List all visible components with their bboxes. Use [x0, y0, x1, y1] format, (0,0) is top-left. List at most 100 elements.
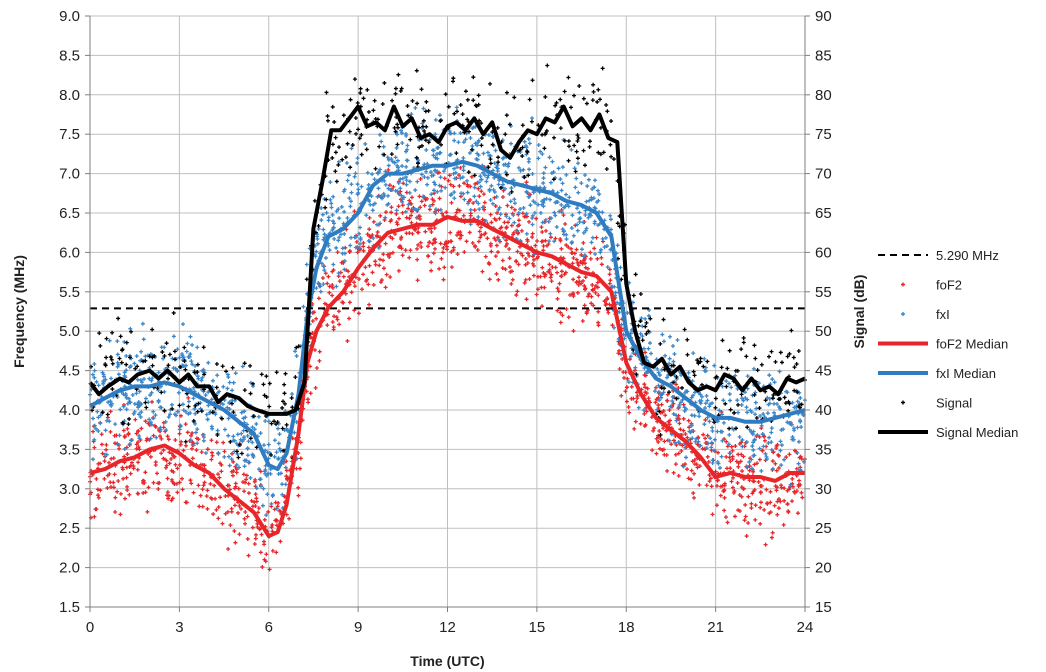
scatter-point — [100, 451, 105, 456]
scatter-point — [353, 171, 358, 176]
scatter-point — [680, 443, 685, 448]
scatter-point — [464, 239, 469, 244]
scatter-point — [786, 399, 791, 404]
scatter-point — [111, 485, 116, 490]
scatter-point — [396, 204, 401, 209]
scatter-point — [421, 194, 426, 199]
scatter-point — [347, 316, 352, 321]
scatter-point — [367, 227, 372, 232]
scatter-point — [115, 352, 120, 357]
scatter-point — [92, 375, 97, 380]
scatter-point — [660, 392, 665, 397]
scatter-point — [98, 413, 103, 418]
scatter-point — [192, 406, 197, 411]
scatter-point — [456, 140, 461, 145]
scatter-point — [593, 283, 598, 288]
scatter-point — [588, 213, 593, 218]
scatter-point — [383, 215, 388, 220]
scatter-point — [792, 388, 797, 393]
scatter-point — [686, 476, 691, 481]
scatter-point — [429, 192, 434, 197]
scatter-point — [531, 190, 536, 195]
scatter-point — [183, 422, 188, 427]
scatter-point — [459, 233, 464, 238]
scatter-point — [547, 262, 552, 267]
scatter-point — [93, 507, 98, 512]
scatter-point — [456, 230, 461, 235]
scatter-point — [217, 475, 222, 480]
scatter-point — [634, 399, 639, 404]
scatter-point — [183, 409, 188, 414]
legend-label: foF2 Median — [936, 337, 1008, 352]
scatter-point — [448, 131, 453, 136]
scatter-point — [399, 131, 404, 136]
scatter-point — [111, 480, 116, 485]
scatter-point — [421, 118, 426, 123]
scatter-point — [541, 248, 546, 253]
scatter-point — [461, 168, 466, 173]
scatter-point — [418, 216, 423, 221]
legend-label: fxI Median — [936, 366, 996, 381]
scatter-point — [745, 397, 750, 402]
scatter-point — [208, 481, 213, 486]
scatter-point — [770, 466, 775, 471]
scatter-point — [430, 202, 435, 207]
scatter-point — [320, 212, 325, 217]
scatter-point — [341, 189, 346, 194]
scatter-point — [419, 245, 424, 250]
scatter-point — [336, 207, 341, 212]
scatter-point — [254, 486, 259, 491]
scatter-point — [400, 203, 405, 208]
scatter-point — [535, 238, 540, 243]
scatter-point — [381, 144, 386, 149]
scatter-point — [404, 231, 409, 236]
scatter-point — [783, 401, 788, 406]
scatter-point — [769, 430, 774, 435]
scatter-point — [609, 119, 614, 124]
scatter-point — [581, 230, 586, 235]
scatter-point — [177, 403, 182, 408]
scatter-point — [767, 354, 772, 359]
scatter-point — [378, 221, 383, 226]
scatter-point — [656, 389, 661, 394]
scatter-point — [540, 220, 545, 225]
scatter-point — [124, 362, 129, 367]
scatter-point — [448, 230, 453, 235]
scatter-point — [552, 210, 557, 215]
scatter-point — [522, 280, 527, 285]
scatter-point — [707, 419, 712, 424]
scatter-point — [759, 468, 764, 473]
scatter-point — [674, 382, 679, 387]
scatter-point — [323, 271, 328, 276]
scatter-point — [477, 207, 482, 212]
scatter-point — [468, 213, 473, 218]
scatter-point — [288, 413, 293, 418]
scatter-point — [452, 166, 457, 171]
scatter-point — [709, 440, 714, 445]
scatter-point — [758, 505, 763, 510]
scatter-point — [500, 194, 505, 199]
scatter-point — [284, 474, 289, 479]
scatter-point — [697, 414, 702, 419]
scatter-point — [358, 86, 363, 91]
scatter-point — [284, 468, 289, 473]
scatter-point — [108, 399, 113, 404]
scatter-point — [373, 166, 378, 171]
scatter-point — [280, 405, 285, 410]
scatter-point — [653, 385, 658, 390]
scatter-point — [427, 207, 432, 212]
scatter-point — [148, 352, 153, 357]
scatter-point — [272, 454, 277, 459]
scatter-point — [627, 410, 632, 415]
scatter-point — [683, 406, 688, 411]
scatter-point — [667, 334, 672, 339]
scatter-point — [289, 391, 294, 396]
scatter-point — [160, 350, 165, 355]
scatter-point — [140, 478, 145, 483]
scatter-point — [540, 304, 545, 309]
scatter-point — [202, 480, 207, 485]
scatter-point — [363, 265, 368, 270]
scatter-point — [175, 490, 180, 495]
scatter-point — [582, 303, 587, 308]
scatter-point — [588, 139, 593, 144]
